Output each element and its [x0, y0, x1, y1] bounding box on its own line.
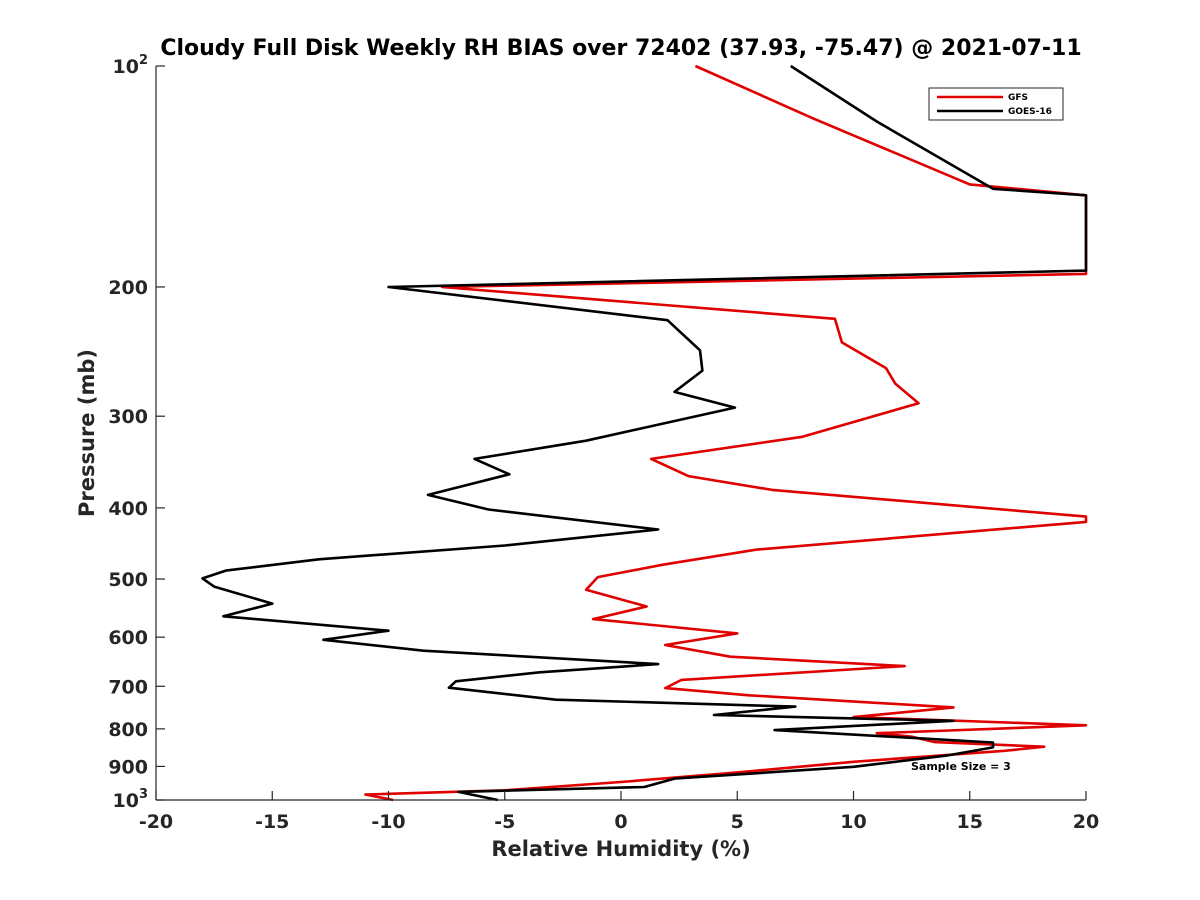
y-tick-label: 800	[108, 719, 148, 741]
legend-label-goes16: GOES-16	[1008, 107, 1052, 117]
y-tick-label: 400	[108, 498, 148, 520]
x-tick-label: 0	[614, 811, 627, 833]
x-tick-label: -5	[494, 811, 515, 833]
x-axis-label: Relative Humidity (%)	[491, 837, 750, 861]
x-tick-label: 5	[731, 811, 744, 833]
sample-size-annotation: Sample Size = 3	[911, 760, 1011, 773]
x-tick-label: -15	[255, 811, 289, 833]
x-tick-label: 20	[1073, 811, 1099, 833]
series-layer	[201, 64, 1088, 802]
series-line-goes16	[201, 64, 1088, 802]
legend: GFS GOES-16	[928, 87, 1064, 121]
y-tick-label: 700	[108, 676, 148, 698]
y-ticks: 102 200 300 400 500 600 700 800 900 103	[108, 53, 165, 812]
legend-box	[928, 87, 1064, 121]
y-tick-label: 102	[113, 53, 149, 78]
y-tick-label: 500	[108, 569, 148, 591]
x-tick-label: -10	[371, 811, 405, 833]
y-tick-label: 300	[108, 406, 148, 428]
x-tick-label: 10	[840, 811, 866, 833]
y-tick-label: 103	[113, 787, 149, 812]
y-tick-label: 900	[108, 756, 148, 778]
plot-area: -20 -15 -10 -5 0 5 10 15 20 102 200 300 400 500 600 70…	[108, 53, 1099, 833]
y-tick-label: 600	[108, 627, 148, 649]
y-tick-label: 200	[108, 277, 148, 299]
x-tick-label: -20	[139, 811, 173, 833]
series-line-gfs	[363, 64, 1088, 802]
x-ticks: -20 -15 -10 -5 0 5 10 15 20	[139, 791, 1099, 833]
x-tick-label: 15	[957, 811, 983, 833]
y-axis-label: Pressure (mb)	[75, 349, 99, 517]
chart-title: Cloudy Full Disk Weekly RH BIAS over 724…	[160, 36, 1081, 61]
legend-label-gfs: GFS	[1008, 93, 1028, 103]
